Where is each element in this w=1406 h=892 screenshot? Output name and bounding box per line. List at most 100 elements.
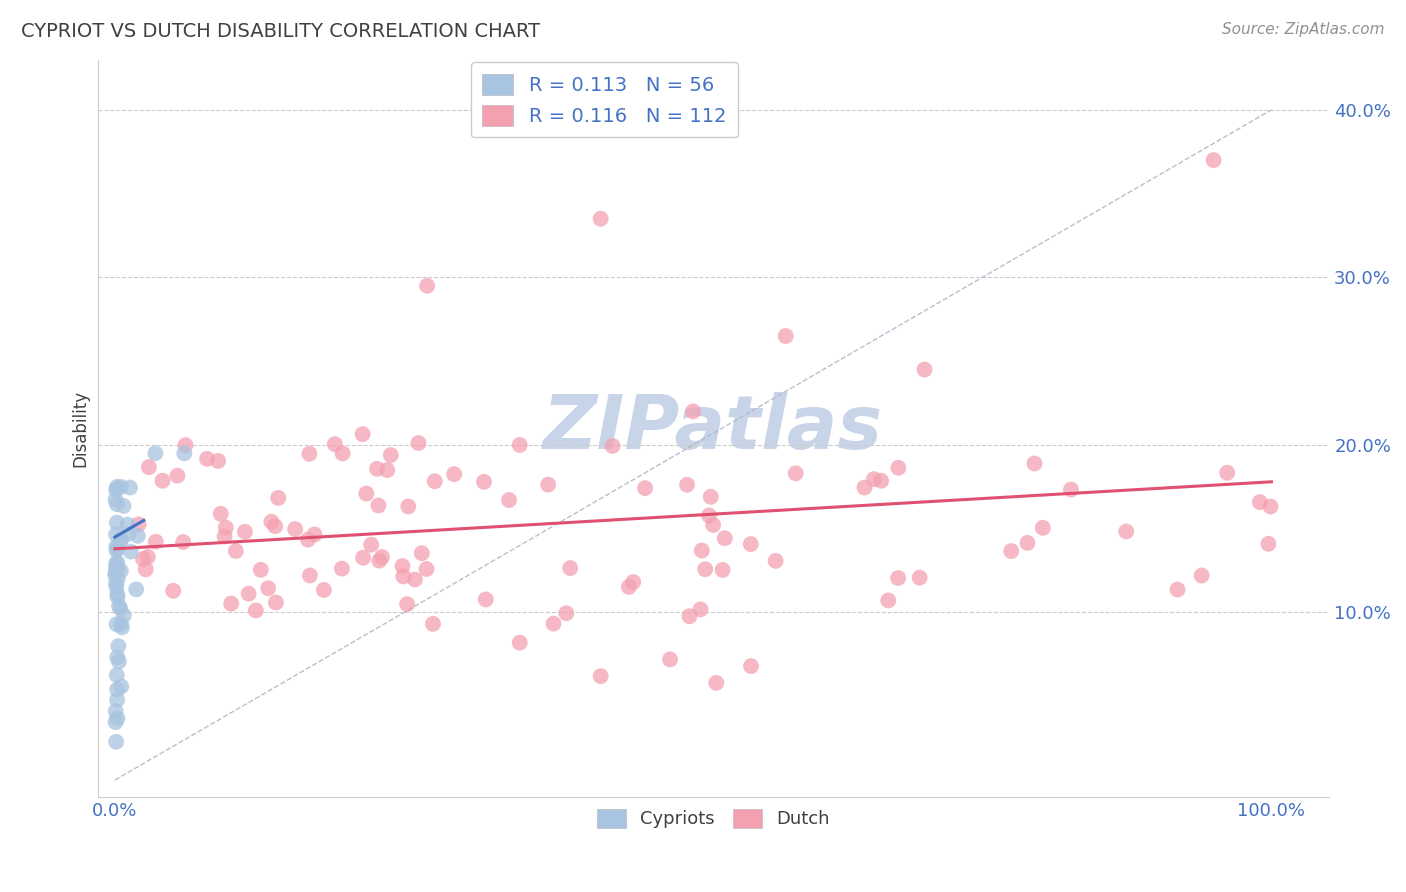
Point <box>145 446 167 460</box>
Point <box>105 540 128 554</box>
Point <box>132 552 155 566</box>
Point <box>1017 536 1039 550</box>
Point <box>105 580 128 594</box>
Point <box>617 580 640 594</box>
Point <box>366 462 388 476</box>
Point <box>112 499 135 513</box>
Point <box>105 480 128 494</box>
Point <box>110 533 132 547</box>
Point <box>870 474 893 488</box>
Point <box>107 563 129 577</box>
Point <box>257 581 280 595</box>
Point <box>1249 495 1271 509</box>
Point <box>367 499 389 513</box>
Point <box>380 448 402 462</box>
Point <box>233 524 256 539</box>
Point <box>105 682 128 697</box>
Point <box>682 404 704 418</box>
Point <box>408 436 430 450</box>
Point <box>443 467 465 482</box>
Point <box>416 278 439 293</box>
Point <box>104 715 127 730</box>
Point <box>105 587 128 601</box>
Point <box>118 481 141 495</box>
Point <box>853 481 876 495</box>
Point <box>332 446 354 460</box>
Point <box>560 561 582 575</box>
Point <box>264 519 287 533</box>
Text: CYPRIOT VS DUTCH DISABILITY CORRELATION CHART: CYPRIOT VS DUTCH DISABILITY CORRELATION … <box>21 22 540 41</box>
Point <box>219 597 242 611</box>
Point <box>602 439 624 453</box>
Point <box>375 463 398 477</box>
Point <box>690 543 713 558</box>
Point <box>765 554 787 568</box>
Point <box>411 546 433 560</box>
Point <box>107 541 129 556</box>
Point <box>352 550 374 565</box>
Point <box>105 557 128 571</box>
Point <box>162 583 184 598</box>
Point <box>589 211 612 226</box>
Point <box>360 538 382 552</box>
Point <box>110 680 132 694</box>
Point <box>676 477 699 491</box>
Point <box>740 659 762 673</box>
Point <box>323 437 346 451</box>
Point <box>108 599 131 614</box>
Point <box>371 549 394 564</box>
Point <box>711 563 734 577</box>
Legend: Cypriots, Dutch: Cypriots, Dutch <box>589 801 837 836</box>
Point <box>108 655 131 669</box>
Point <box>267 491 290 505</box>
Point <box>396 500 419 514</box>
Point <box>423 475 446 489</box>
Point <box>260 515 283 529</box>
Point <box>105 650 128 665</box>
Point <box>138 460 160 475</box>
Point <box>330 561 353 575</box>
Point <box>166 468 188 483</box>
Point <box>695 562 717 576</box>
Point <box>877 593 900 607</box>
Point <box>145 534 167 549</box>
Point <box>105 693 128 707</box>
Point <box>908 571 931 585</box>
Point <box>863 472 886 486</box>
Point <box>238 587 260 601</box>
Point <box>104 559 127 574</box>
Point <box>298 447 321 461</box>
Point <box>245 603 267 617</box>
Point <box>537 477 560 491</box>
Point <box>127 529 149 543</box>
Point <box>105 483 128 497</box>
Point <box>174 438 197 452</box>
Point <box>107 639 129 653</box>
Point <box>135 562 157 576</box>
Point <box>117 517 139 532</box>
Point <box>1191 568 1213 582</box>
Point <box>678 609 700 624</box>
Point <box>105 543 128 558</box>
Point <box>509 635 531 649</box>
Point <box>392 569 415 583</box>
Point <box>110 480 132 494</box>
Point <box>697 508 720 523</box>
Point <box>1115 524 1137 539</box>
Point <box>659 652 682 666</box>
Point <box>215 521 238 535</box>
Point <box>700 490 723 504</box>
Point <box>368 554 391 568</box>
Point <box>1216 466 1239 480</box>
Point <box>740 537 762 551</box>
Point <box>1032 521 1054 535</box>
Point <box>172 535 194 549</box>
Point <box>104 492 127 507</box>
Point <box>104 576 127 591</box>
Point <box>702 517 724 532</box>
Point <box>404 573 426 587</box>
Point <box>225 544 247 558</box>
Point <box>356 486 378 500</box>
Point <box>589 669 612 683</box>
Point <box>107 590 129 604</box>
